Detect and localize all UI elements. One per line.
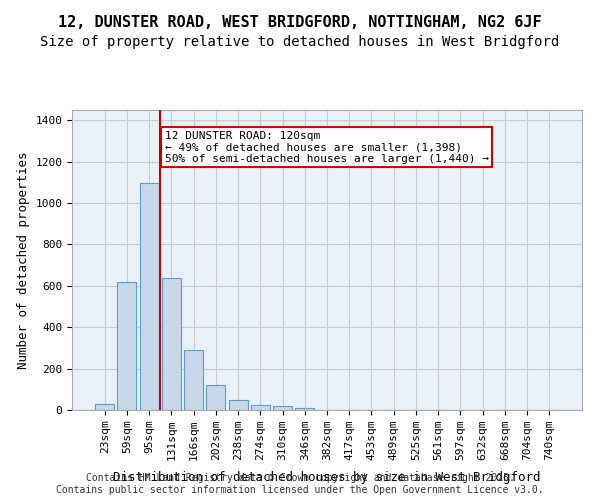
Text: 12, DUNSTER ROAD, WEST BRIDGFORD, NOTTINGHAM, NG2 6JF: 12, DUNSTER ROAD, WEST BRIDGFORD, NOTTIN… (58, 15, 542, 30)
X-axis label: Distribution of detached houses by size in West Bridgford: Distribution of detached houses by size … (113, 472, 541, 484)
Bar (184, 350, 203, 410)
Y-axis label: Number of detached properties: Number of detached properties (17, 151, 30, 369)
Text: Size of property relative to detached houses in West Bridgford: Size of property relative to detached ho… (40, 35, 560, 49)
Bar (229, 400, 248, 410)
Text: 12 DUNSTER ROAD: 120sqm
← 49% of detached houses are smaller (1,398)
50% of semi: 12 DUNSTER ROAD: 120sqm ← 49% of detache… (164, 130, 488, 164)
Bar (162, 278, 181, 410)
Text: Contains HM Land Registry data © Crown copyright and database right 2025.
Contai: Contains HM Land Registry data © Crown c… (56, 474, 544, 495)
Bar (206, 385, 225, 410)
Bar (295, 408, 314, 410)
Bar (95, 404, 114, 410)
Bar (140, 184, 158, 410)
Bar (118, 282, 136, 410)
Bar (251, 405, 270, 410)
Bar (273, 406, 292, 410)
